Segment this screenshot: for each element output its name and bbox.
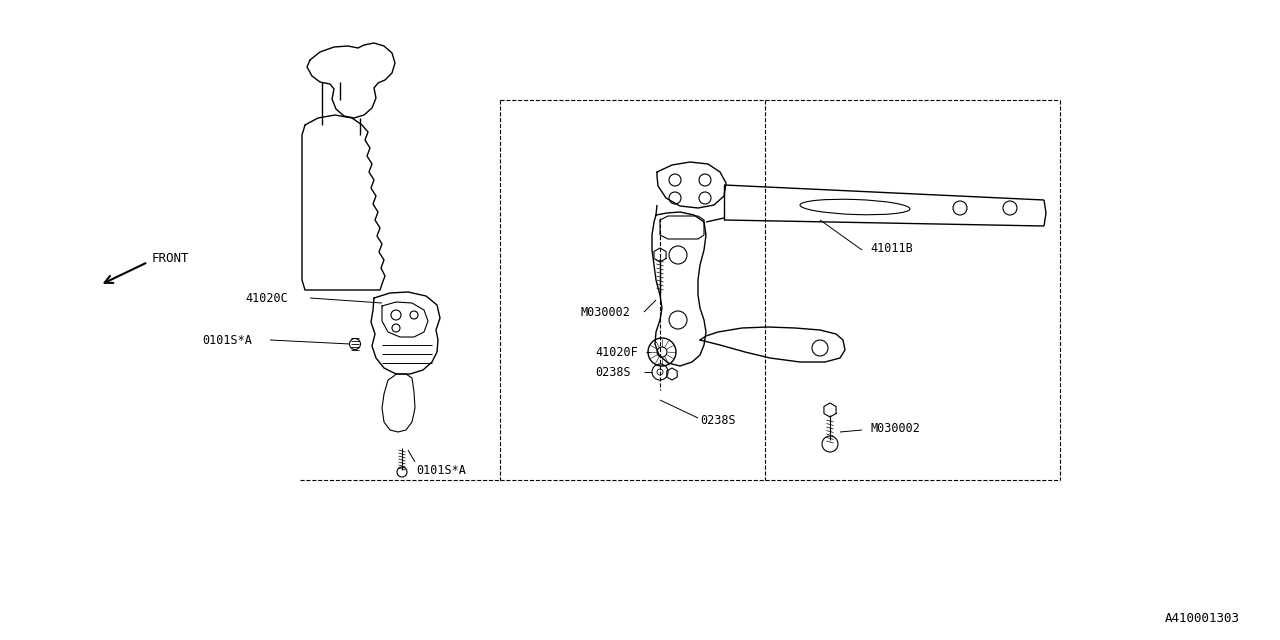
Text: 0101S*A: 0101S*A (202, 333, 252, 346)
Text: FRONT: FRONT (152, 252, 189, 264)
Text: 41020F: 41020F (595, 346, 637, 358)
Text: 41011B: 41011B (870, 241, 913, 255)
Text: A410001303: A410001303 (1165, 611, 1240, 625)
Text: 0238S: 0238S (595, 365, 631, 378)
Text: 0238S: 0238S (700, 413, 736, 426)
Text: 0101S*A: 0101S*A (416, 463, 466, 477)
Text: 41020C: 41020C (244, 291, 288, 305)
Text: M030002: M030002 (870, 422, 920, 435)
Text: M030002: M030002 (580, 305, 630, 319)
